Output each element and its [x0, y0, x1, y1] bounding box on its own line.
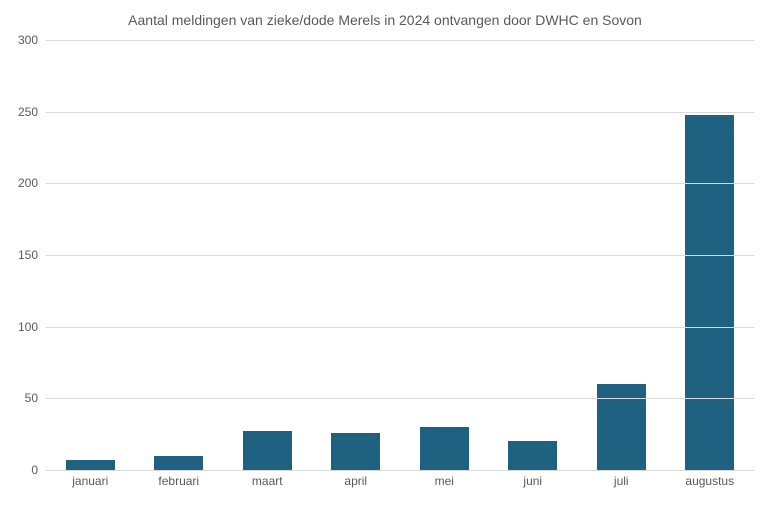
- bar: [685, 115, 734, 470]
- x-tick-label: februari: [135, 474, 224, 488]
- x-tick-label: juli: [577, 474, 666, 488]
- bar: [66, 460, 115, 470]
- bar: [420, 427, 469, 470]
- x-tick-label: mei: [400, 474, 489, 488]
- bar: [597, 384, 646, 470]
- plot-area: 050100150200250300: [46, 40, 754, 470]
- bar: [243, 431, 292, 470]
- chart-title: Aantal meldingen van zieke/dode Merels i…: [0, 12, 770, 28]
- bar: [508, 441, 557, 470]
- gridline: [46, 470, 754, 471]
- gridline: [46, 255, 754, 256]
- x-axis-labels: januarifebruarimaartaprilmeijunijuliaugu…: [46, 474, 754, 488]
- gridline: [46, 112, 754, 113]
- gridline: [46, 327, 754, 328]
- gridline: [46, 398, 754, 399]
- y-tick-label: 250: [18, 105, 38, 119]
- gridline: [46, 40, 754, 41]
- y-tick-label: 50: [25, 391, 38, 405]
- x-tick-label: januari: [46, 474, 135, 488]
- gridline: [46, 183, 754, 184]
- chart-container: Aantal meldingen van zieke/dode Merels i…: [0, 0, 770, 511]
- x-tick-label: april: [312, 474, 401, 488]
- x-tick-label: juni: [489, 474, 578, 488]
- bar: [154, 456, 203, 470]
- x-tick-label: augustus: [666, 474, 755, 488]
- y-tick-label: 100: [18, 320, 38, 334]
- y-tick-label: 0: [31, 463, 38, 477]
- y-tick-label: 150: [18, 248, 38, 262]
- x-tick-label: maart: [223, 474, 312, 488]
- y-tick-label: 200: [18, 176, 38, 190]
- bar: [331, 433, 380, 470]
- y-tick-label: 300: [18, 33, 38, 47]
